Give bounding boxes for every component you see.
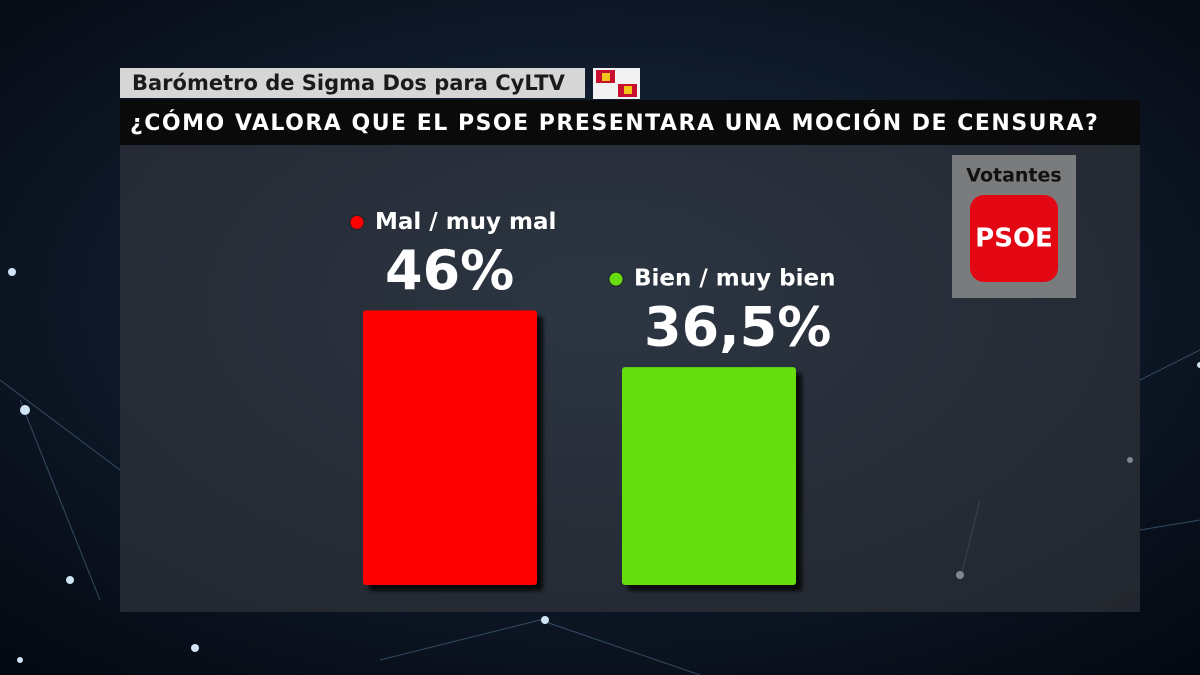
bar <box>622 367 796 585</box>
subtitle-bar <box>120 100 1140 145</box>
party-name: PSOE <box>975 224 1053 254</box>
value-label: 36,5% <box>644 296 831 359</box>
legend-dot <box>608 271 624 287</box>
legend-dot <box>349 214 365 230</box>
flag-icon <box>593 68 640 99</box>
value-label: 46% <box>385 239 514 302</box>
chart-title: Barómetro de Sigma Dos para CyLTV <box>132 71 566 95</box>
category-label: Bien / muy bien <box>634 266 835 292</box>
party-logo <box>970 195 1058 282</box>
badge-label: Votantes <box>966 165 1061 187</box>
category-label: Mal / muy mal <box>375 209 556 235</box>
title-bar <box>120 68 585 98</box>
chart-subtitle: ¿CÓMO VALORA QUE EL PSOE PRESENTARA UNA … <box>130 110 1099 136</box>
bar <box>363 310 537 585</box>
